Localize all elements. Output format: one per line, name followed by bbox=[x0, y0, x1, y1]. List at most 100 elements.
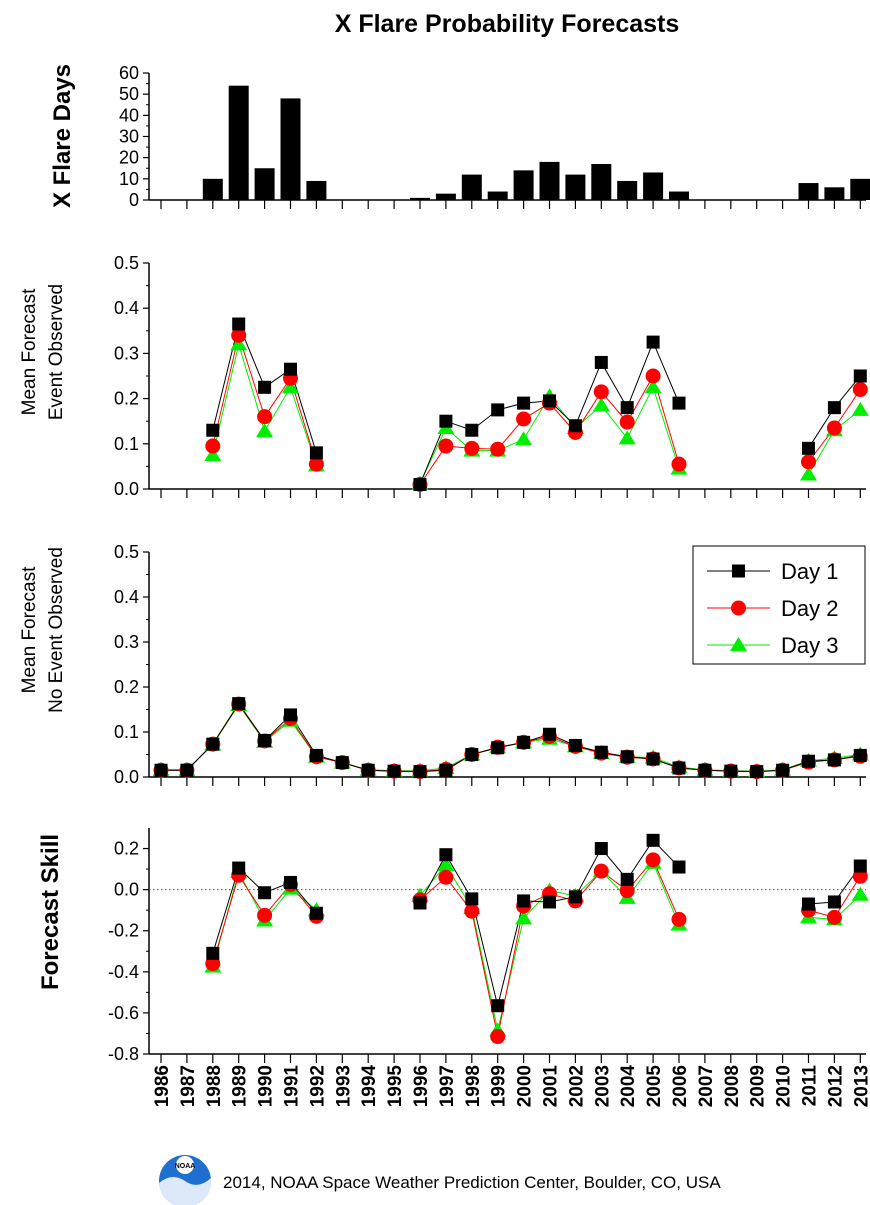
x-tick-label-2002: 2002 bbox=[566, 1065, 587, 1107]
day3-triangle-point bbox=[730, 637, 747, 651]
day2-circle-point bbox=[257, 907, 273, 923]
x-tick-label-1994: 1994 bbox=[359, 1065, 380, 1108]
day1-series-line bbox=[161, 702, 861, 773]
day2-circle-point bbox=[852, 868, 868, 884]
x-tick-label-2010: 2010 bbox=[774, 1065, 795, 1107]
day1-square-point bbox=[732, 564, 745, 578]
y-tick-label: -0.4 bbox=[108, 962, 139, 982]
day2-circle-point bbox=[645, 852, 661, 868]
y-axis-label-line: Event Observed bbox=[46, 284, 67, 420]
bar-1997 bbox=[435, 193, 456, 200]
day2-circle-point bbox=[731, 600, 746, 616]
day2-circle-point bbox=[619, 414, 635, 430]
day1-square-point bbox=[802, 441, 815, 455]
y-tick-label: 0.2 bbox=[114, 677, 139, 697]
y-tick-label: 30 bbox=[119, 127, 139, 147]
x-tick-label-2003: 2003 bbox=[592, 1065, 613, 1107]
no-event-observed-panel: Mean Forecast No Event Observed 0.0 0.1 0.2 0… bbox=[19, 542, 869, 787]
day1-square-point bbox=[827, 753, 841, 767]
day3-triangle-point bbox=[592, 397, 610, 412]
y-axis-label: Mean Forecast Event Observed bbox=[19, 284, 67, 420]
y-tick-label: 0.4 bbox=[114, 587, 139, 607]
day1-square-point bbox=[491, 403, 505, 417]
x-tick-label-1986: 1986 bbox=[152, 1065, 173, 1107]
y-tick-label: 50 bbox=[119, 84, 139, 104]
bar-1991 bbox=[280, 98, 301, 200]
day1-square-point bbox=[335, 756, 349, 770]
x-tick-label-2000: 2000 bbox=[515, 1065, 536, 1107]
bar-2006 bbox=[669, 191, 689, 200]
day1-square-point bbox=[672, 860, 686, 874]
day3-triangle-point bbox=[515, 431, 533, 446]
day1-square-point bbox=[232, 861, 246, 875]
day1-square-point bbox=[309, 906, 323, 920]
day1-square-point bbox=[853, 369, 867, 383]
y-tick-label: 0.0 bbox=[114, 880, 139, 900]
day1-square-point bbox=[853, 748, 867, 762]
chart-title: X Flare Probability Forecasts bbox=[335, 10, 680, 38]
day2-circle-point bbox=[231, 327, 247, 343]
day1-square-point bbox=[439, 414, 453, 428]
noaa-logo: NOAA bbox=[159, 1155, 211, 1205]
day2-circle-point bbox=[593, 863, 609, 879]
day1-square-point bbox=[776, 763, 790, 777]
day1-square-point bbox=[698, 763, 712, 777]
x-tick-label-2008: 2008 bbox=[722, 1065, 743, 1107]
y-tick-label: 0.3 bbox=[114, 632, 139, 652]
day1-square-point bbox=[206, 946, 220, 960]
day1-square-point bbox=[180, 763, 194, 777]
day1-square-point bbox=[439, 763, 453, 777]
bar-2011 bbox=[798, 183, 819, 200]
x-tick-label-2006: 2006 bbox=[670, 1065, 691, 1107]
day1-square-point bbox=[258, 380, 272, 394]
day1-square-point bbox=[672, 761, 686, 775]
legend: Day 1 Day 2 Day 3 bbox=[692, 545, 866, 665]
day1-square-point bbox=[568, 739, 582, 752]
y-tick-label: 0.5 bbox=[114, 253, 139, 273]
x-tick-label-2007: 2007 bbox=[696, 1065, 717, 1107]
day2-circle-point bbox=[826, 909, 842, 925]
day2-legend-label: Day 2 bbox=[781, 596, 838, 621]
legend-box bbox=[692, 545, 866, 665]
x-tick-label-1992: 1992 bbox=[307, 1065, 328, 1107]
y-axis-label: Mean Forecast No Event Observed bbox=[19, 547, 67, 713]
day1-square-point bbox=[543, 727, 556, 741]
day1-legend-label: Day 1 bbox=[781, 559, 838, 584]
y-tick-label: 0.2 bbox=[114, 389, 139, 409]
day1-square-point bbox=[543, 394, 556, 408]
day1-square-point bbox=[517, 894, 531, 908]
day3-triangle-point bbox=[230, 336, 248, 351]
x-tick-label-1991: 1991 bbox=[282, 1065, 303, 1108]
bar-1992 bbox=[306, 180, 327, 200]
day2-circle-point bbox=[438, 869, 454, 885]
x-tick-label-1988: 1988 bbox=[204, 1065, 225, 1107]
day1-square-point bbox=[646, 752, 660, 766]
day1-square-point bbox=[258, 886, 272, 900]
x-tick-label-2005: 2005 bbox=[644, 1065, 665, 1108]
bar-1989 bbox=[228, 85, 249, 200]
day3-legend-label: Day 3 bbox=[781, 633, 838, 658]
x-tick-label-2004: 2004 bbox=[618, 1065, 639, 1108]
day1-series-line bbox=[419, 839, 680, 1006]
day1-square-point bbox=[517, 735, 531, 749]
day1-square-point bbox=[439, 848, 453, 862]
day3-triangle-point bbox=[204, 447, 222, 462]
day1-square-point bbox=[543, 895, 556, 909]
day2-circle-point bbox=[671, 456, 687, 472]
day2-circle-point bbox=[645, 368, 661, 384]
bar-2004 bbox=[617, 180, 638, 200]
day2-circle-point bbox=[490, 1029, 506, 1045]
day1-square-point bbox=[827, 895, 841, 909]
day3-triangle-point bbox=[851, 886, 869, 901]
x-tick-label-2011: 2011 bbox=[800, 1065, 821, 1107]
day1-square-point bbox=[802, 897, 815, 911]
bar-2002 bbox=[565, 174, 586, 200]
bar-2001 bbox=[539, 161, 560, 200]
day2-circle-point bbox=[257, 409, 273, 425]
day2-series-line bbox=[212, 333, 317, 465]
event-observed-panel: Mean Forecast Event Observed 0.0 0.1 0.2 0.3 0… bbox=[19, 253, 869, 499]
day3-triangle-point bbox=[282, 379, 299, 394]
x-tick-label-2001: 2001 bbox=[541, 1065, 562, 1108]
bar-1996 bbox=[410, 197, 430, 200]
credit-line: 2014, NOAA Space Weather Prediction Cent… bbox=[223, 1173, 721, 1192]
